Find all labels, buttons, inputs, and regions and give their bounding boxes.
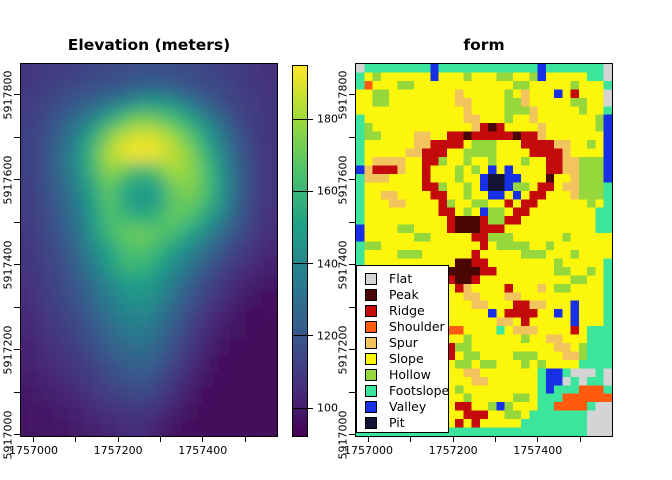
legend-label: Flat <box>389 270 413 286</box>
colorbar-tick <box>292 335 313 337</box>
form-y-axis-tick <box>349 306 355 308</box>
elev-x-axis-tick <box>202 437 204 442</box>
colorbar-tick-label: 180 <box>317 112 338 126</box>
form-y-axis-tick <box>349 434 355 436</box>
form-legend: Flat Peak Ridge Shoulder Spur Slope Hollow Foot… <box>356 265 449 433</box>
colorbar-gradient <box>293 66 307 436</box>
colorbar-tick-label: 100 <box>317 401 338 415</box>
form-x-axis-label: 1757400 <box>513 444 563 457</box>
legend-item-pit: Pit <box>365 415 448 431</box>
legend-label: Valley <box>389 398 427 414</box>
elevation-colorbar <box>292 65 308 437</box>
elevation-raster <box>20 63 278 437</box>
legend-swatch <box>365 273 377 285</box>
form-y-axis-tick <box>349 349 355 351</box>
elev-x-axis-label: 1757200 <box>93 444 143 457</box>
form-raster-svg <box>356 64 612 436</box>
elev-y-axis-tick <box>14 179 20 181</box>
legend-item-valley: Valley <box>365 399 448 415</box>
legend-item-shoulder: Shoulder <box>365 319 448 335</box>
legend-swatch <box>365 337 377 349</box>
elev-y-axis-label: 5917600 <box>1 155 15 205</box>
legend-label: Ridge <box>389 302 425 318</box>
elev-x-axis-label: 1757400 <box>178 444 228 457</box>
legend-item-flat: Flat <box>365 271 448 287</box>
legend-item-peak: Peak <box>365 287 448 303</box>
elev-y-axis-tick <box>14 306 20 308</box>
form-y-axis-tick <box>349 179 355 181</box>
legend-item-hollow: Hollow <box>365 367 448 383</box>
elev-x-axis-tick <box>33 437 35 442</box>
colorbar-tick <box>292 190 313 192</box>
elev-x-axis-tick <box>117 437 119 442</box>
legend-swatch <box>365 385 377 397</box>
form-y-axis-tick <box>349 264 355 266</box>
form-y-axis-tick <box>349 391 355 393</box>
form-x-axis-tick <box>452 437 454 442</box>
legend-swatch <box>365 369 377 381</box>
form-y-axis-label: 5917800 <box>336 70 350 120</box>
legend-item-slope: Slope <box>365 351 448 367</box>
form-x-axis-label: 1757200 <box>428 444 478 457</box>
elev-y-axis-tick <box>14 434 20 436</box>
elev-y-axis-tick <box>14 391 20 393</box>
elev-y-axis-tick <box>14 349 20 351</box>
colorbar-tick-label: 160 <box>317 184 338 198</box>
legend-label: Slope <box>389 350 424 366</box>
legend-label: Shoulder <box>389 318 445 334</box>
elev-y-axis-tick <box>14 136 20 138</box>
legend-swatch <box>365 321 377 333</box>
elev-x-axis-label: 1757000 <box>9 444 59 457</box>
form-x-axis-tick <box>410 437 412 442</box>
colorbar-tick <box>292 407 313 409</box>
elev-y-axis-tick <box>14 264 20 266</box>
colorbar-tick <box>292 263 313 265</box>
form-x-axis-tick <box>368 437 370 442</box>
elev-y-axis-label: 5917400 <box>1 240 15 290</box>
legend-swatch <box>365 353 377 365</box>
elev-y-axis-tick <box>14 221 20 223</box>
elev-y-axis-label: 5917000 <box>1 410 15 460</box>
form-y-axis-label: 5917000 <box>336 410 350 460</box>
form-y-axis-label: 5917600 <box>336 155 350 205</box>
form-title: form <box>463 36 505 54</box>
legend-swatch <box>365 417 377 429</box>
legend-swatch <box>365 289 377 301</box>
form-raster <box>355 63 613 437</box>
legend-label: Hollow <box>389 366 431 382</box>
elevation-title: Elevation (meters) <box>67 36 231 54</box>
form-x-axis-tick <box>494 437 496 442</box>
colorbar-tick-label: 140 <box>317 257 338 271</box>
elev-x-axis-tick <box>244 437 246 442</box>
form-y-axis-label: 5917200 <box>336 325 350 375</box>
elev-y-axis-label: 5917800 <box>1 70 15 120</box>
legend-item-ridge: Ridge <box>365 303 448 319</box>
legend-label: Footslope <box>389 382 450 398</box>
legend-label: Pit <box>389 414 405 430</box>
form-y-axis-label: 5917400 <box>336 240 350 290</box>
elev-x-axis-tick <box>159 437 161 442</box>
colorbar-tick-label: 120 <box>317 329 338 343</box>
form-x-axis-tick <box>537 437 539 442</box>
form-y-axis-tick <box>349 136 355 138</box>
form-x-axis-label: 1757000 <box>344 444 394 457</box>
legend-swatch <box>365 305 377 317</box>
legend-item-spur: Spur <box>365 335 448 351</box>
legend-label: Peak <box>389 286 419 302</box>
elev-x-axis-tick <box>75 437 77 442</box>
form-y-axis-tick <box>349 221 355 223</box>
legend-label: Spur <box>389 334 418 350</box>
elev-y-axis-label: 5917200 <box>1 325 15 375</box>
form-y-axis-tick <box>349 94 355 96</box>
legend-item-footslope: Footslope <box>365 382 450 399</box>
elevation-raster-svg <box>21 64 277 436</box>
legend-swatch <box>365 401 377 413</box>
form-x-axis-tick <box>579 437 581 442</box>
elev-y-axis-tick <box>14 94 20 96</box>
colorbar-tick <box>292 118 313 120</box>
